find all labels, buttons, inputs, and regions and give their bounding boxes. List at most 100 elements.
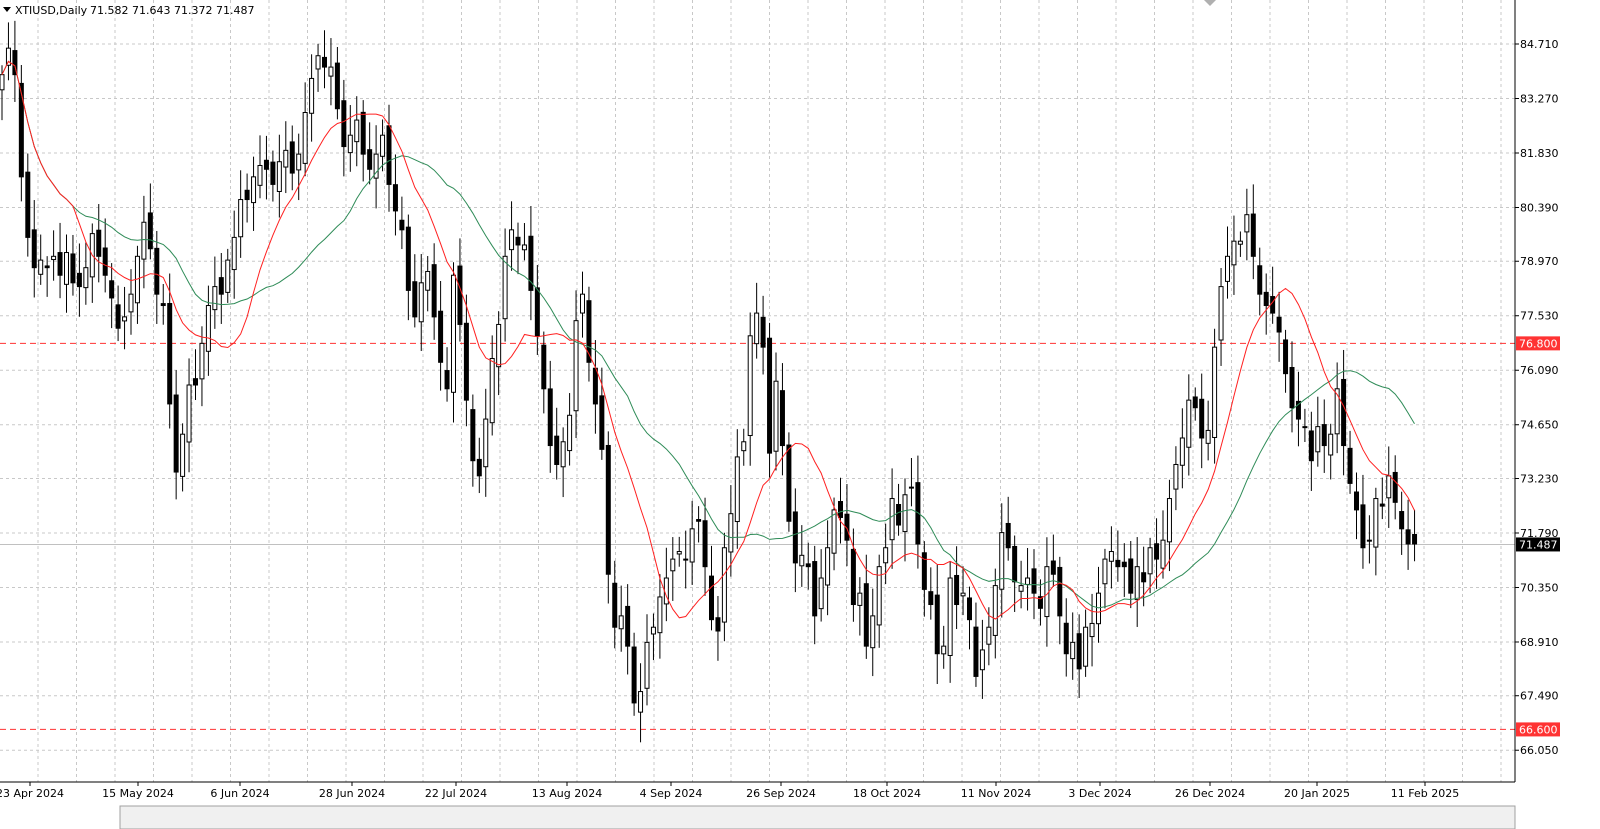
bull-candle	[51, 255, 57, 261]
bull-candle	[251, 176, 257, 204]
moving-averages	[1, 60, 1415, 620]
bull-candle	[799, 554, 805, 567]
bear-candle	[908, 486, 914, 489]
y-tick-label: 84.710	[1520, 38, 1559, 51]
bull-candle	[496, 323, 502, 368]
bull-candle	[689, 528, 695, 563]
price-tags: 76.800 66.600 71.487	[1516, 336, 1560, 737]
bear-candle	[541, 344, 547, 390]
bull-candle	[276, 161, 282, 192]
ohlc-readout: 71.582 71.643 71.372 71.487	[90, 4, 254, 17]
bear-candle	[1289, 366, 1295, 409]
bear-candle	[850, 548, 856, 606]
y-tick-label: 83.270	[1520, 93, 1559, 106]
bear-candle	[115, 304, 121, 329]
bear-candle	[1308, 430, 1314, 462]
bull-candle	[238, 199, 244, 238]
bull-candle	[418, 282, 424, 323]
bear-candle	[1250, 213, 1256, 257]
bear-candle	[360, 111, 366, 155]
bear-candle	[1270, 296, 1276, 314]
bear-candle	[1360, 504, 1366, 549]
bear-candle	[1295, 400, 1301, 420]
bull-candle	[315, 55, 321, 70]
bear-candle	[476, 458, 482, 477]
bull-candle	[1083, 626, 1089, 667]
bear-candle	[760, 316, 766, 348]
current-price-label: 71.487	[1519, 538, 1558, 551]
y-tick-label: 77.530	[1520, 310, 1559, 323]
bull-candle	[754, 312, 760, 345]
bull-candle	[296, 153, 302, 171]
bull-candle	[825, 547, 831, 586]
bear-candle	[605, 444, 611, 575]
bear-candle	[709, 575, 714, 621]
bear-candle	[547, 388, 553, 447]
y-tick-label: 81.830	[1520, 147, 1559, 160]
x-tick-label: 11 Feb 2025	[1391, 787, 1459, 800]
bull-candle	[373, 153, 379, 179]
bull-candle	[1108, 551, 1114, 562]
y-tick-label: 78.970	[1520, 255, 1559, 268]
bull-candle	[425, 270, 431, 291]
bull-candle	[1386, 475, 1392, 499]
bull-candle	[1025, 577, 1031, 585]
bear-candle	[1283, 339, 1289, 375]
bull-candle	[1044, 566, 1050, 618]
bear-candle	[405, 226, 411, 291]
bull-candle	[302, 112, 308, 164]
bull-candle	[257, 164, 263, 186]
bear-candle	[1057, 566, 1063, 617]
bull-candle	[638, 691, 644, 713]
bear-candle	[838, 501, 843, 518]
bear-candle	[1392, 471, 1398, 503]
bear-candle	[386, 125, 392, 185]
bull-candle	[347, 134, 353, 154]
bull-candle	[1366, 539, 1372, 542]
bear-candle	[1405, 529, 1411, 545]
bear-candle	[954, 574, 960, 606]
bull-candle	[225, 259, 231, 293]
bull-candle	[999, 532, 1005, 590]
y-tick-label: 74.650	[1520, 419, 1559, 432]
bull-candle	[502, 255, 508, 320]
bear-candle	[1347, 447, 1353, 484]
bear-candle	[289, 141, 295, 174]
bull-candle	[122, 316, 128, 322]
bear-candle	[779, 390, 785, 447]
bear-candle	[193, 378, 198, 386]
bear-candle	[431, 264, 437, 318]
bull-candle	[657, 596, 663, 634]
bull-candle	[883, 547, 889, 564]
bull-candle	[889, 498, 895, 541]
current-price-tag	[1516, 537, 1560, 552]
bear-candle	[528, 235, 534, 291]
grid	[0, 0, 1515, 782]
bull-candle	[1212, 346, 1218, 438]
bear-candle	[625, 605, 631, 647]
x-tick-label: 4 Sep 2024	[640, 787, 703, 800]
bull-candle	[728, 513, 734, 553]
x-tick-label: 18 Oct 2024	[853, 787, 921, 800]
bear-candle	[1121, 561, 1127, 568]
scroll-marker-icon[interactable]	[1204, 0, 1216, 6]
bull-candle	[644, 641, 650, 689]
collapse-triangle-icon[interactable]	[3, 7, 11, 12]
bear-candle	[154, 247, 160, 295]
bull-candle	[1166, 498, 1172, 543]
bull-candle	[1147, 547, 1153, 575]
bull-candle	[1070, 641, 1076, 660]
x-tick-label: 6 Jun 2024	[210, 787, 269, 800]
bull-candle	[902, 494, 908, 533]
bull-candle	[354, 119, 360, 143]
scrollbar-track[interactable]	[119, 805, 1516, 829]
bull-candle	[1328, 433, 1334, 456]
bull-candle	[1302, 426, 1308, 429]
bull-candle	[1334, 388, 1340, 435]
y-axis-ticks: 84.710 83.270 81.830 80.390 78.970 77.530 76.0…	[1515, 38, 1559, 757]
bull-candle	[818, 577, 824, 610]
bull-candle	[567, 414, 573, 452]
bull-candle	[483, 418, 489, 468]
bear-candle	[1399, 511, 1405, 530]
